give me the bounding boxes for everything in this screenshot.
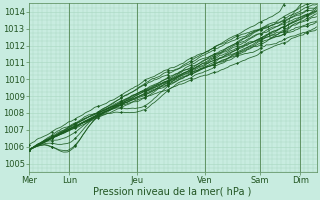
X-axis label: Pression niveau de la mer( hPa ): Pression niveau de la mer( hPa )	[93, 187, 252, 197]
